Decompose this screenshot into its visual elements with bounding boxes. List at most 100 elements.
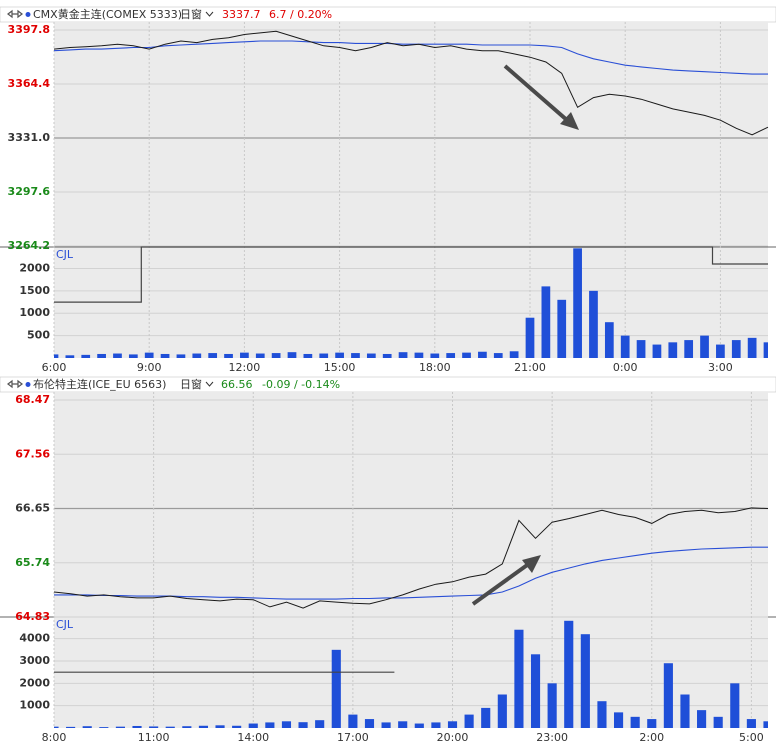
price-line	[53, 40, 768, 75]
dropdown-chevron[interactable]	[205, 11, 214, 17]
volume-bar	[165, 726, 175, 728]
volume-bar	[514, 629, 524, 728]
volume-bar	[604, 322, 614, 358]
volume-bar	[730, 683, 740, 728]
volume-bar	[99, 727, 109, 728]
y-tick-label: 500	[27, 329, 50, 342]
volume-bar	[700, 335, 709, 358]
volume-bar	[315, 720, 325, 728]
x-tick-label: 18:00	[419, 361, 451, 374]
volume-bar	[478, 351, 487, 358]
volume-bar	[636, 340, 646, 358]
volume-bar	[224, 353, 233, 358]
y-tick-label: 65.74	[15, 556, 50, 569]
volume-bar	[747, 337, 757, 358]
volume-bar	[366, 353, 376, 358]
volume-bar	[348, 714, 358, 728]
volume-bar	[248, 723, 258, 728]
x-tick-label: 17:00	[337, 731, 369, 744]
volume-bar	[557, 299, 567, 358]
volume-bar	[763, 721, 768, 728]
chart-layer: 3264.2 3297.6 3331.0 3364.4 3397.8 500 1000 150…	[8, 22, 769, 744]
volume-bar	[414, 352, 424, 358]
volume-bar	[287, 352, 297, 358]
instrument-title: CMX黄金主连(COMEX 5333)	[33, 7, 182, 21]
volume-bar	[497, 694, 507, 728]
volume-bar	[647, 719, 657, 728]
volume-bar	[382, 353, 392, 358]
y-tick-label: 2000	[19, 676, 50, 689]
plot-area	[54, 392, 768, 728]
volume-bar	[215, 725, 225, 728]
x-tick-label: 12:00	[229, 361, 261, 374]
x-tick-label: 0:00	[613, 361, 638, 374]
x-tick-label: 8:00	[42, 731, 67, 744]
price-change: -0.09 / -0.14%	[262, 378, 340, 391]
volume-bar	[160, 353, 170, 358]
x-tick-label: 11:00	[138, 731, 170, 744]
volume-bar	[303, 353, 313, 358]
volume-bar	[573, 248, 582, 358]
last-price: 66.56	[221, 378, 253, 391]
window-selector[interactable]: 日窗	[180, 377, 202, 391]
volume-bar	[525, 317, 535, 358]
volume-bar	[509, 351, 519, 358]
volume-bar	[240, 352, 249, 358]
volume-bar	[331, 649, 341, 728]
volume-bar	[597, 701, 607, 728]
volume-bar	[663, 663, 673, 728]
link-icon[interactable]	[7, 9, 23, 389]
volume-bar	[192, 353, 202, 358]
volume-bar	[652, 344, 662, 358]
panel-label: CJL	[56, 618, 74, 631]
volume-bar	[132, 725, 142, 728]
x-tick-label: 3:00	[708, 361, 733, 374]
price-change: 6.7 / 0.20%	[269, 8, 332, 21]
x-tick-label: 21:00	[514, 361, 546, 374]
x-tick-label: 20:00	[437, 731, 469, 744]
x-tick-label: 23:00	[536, 731, 568, 744]
x-tick-label: 6:00	[42, 361, 67, 374]
x-tick-label: 14:00	[237, 731, 269, 744]
y-tick-label: 3264.2	[8, 239, 50, 252]
volume-bar	[430, 353, 440, 358]
status-dot	[25, 12, 31, 17]
dropdown-chevron[interactable]	[205, 381, 214, 387]
volume-bar	[255, 353, 265, 358]
volume-bar	[684, 340, 694, 358]
volume-bar	[65, 355, 75, 358]
volume-bar	[697, 710, 707, 728]
volume-bar	[431, 722, 441, 728]
volume-bar	[198, 725, 209, 728]
y-tick-label: 3000	[19, 654, 50, 667]
window-selector[interactable]: 日窗	[180, 7, 202, 21]
volume-bar	[144, 352, 154, 358]
volume-bar	[713, 716, 723, 728]
panel-label: CJL	[56, 248, 74, 261]
last-price: 3337.7	[222, 8, 261, 21]
volume-bar	[281, 721, 292, 728]
volume-bar	[54, 726, 59, 728]
y-tick-label: 64.83	[15, 610, 50, 623]
volume-bar	[54, 354, 59, 358]
volume-bar	[481, 707, 491, 728]
volume-bar	[398, 721, 408, 728]
volume-bar	[115, 726, 125, 728]
x-tick-label: 2:00	[639, 731, 664, 744]
volume-bar	[265, 722, 275, 728]
y-tick-label: 2000	[19, 261, 50, 274]
y-tick-label: 1000	[19, 699, 50, 712]
y-tick-label: 3331.0	[8, 131, 51, 144]
volume-bar	[462, 352, 471, 358]
volume-bar	[364, 719, 375, 728]
volume-bar	[97, 353, 106, 358]
volume-bar	[746, 719, 756, 728]
volume-bar	[66, 726, 76, 728]
volume-bar	[564, 620, 574, 728]
x-tick-label: 15:00	[324, 361, 356, 374]
volume-bar	[414, 723, 424, 728]
volume-bar	[530, 654, 541, 728]
volume-bar	[763, 342, 768, 358]
volume-bar	[493, 353, 503, 358]
instrument-title: 布伦特主连(ICE_EU 6563)	[33, 377, 166, 391]
